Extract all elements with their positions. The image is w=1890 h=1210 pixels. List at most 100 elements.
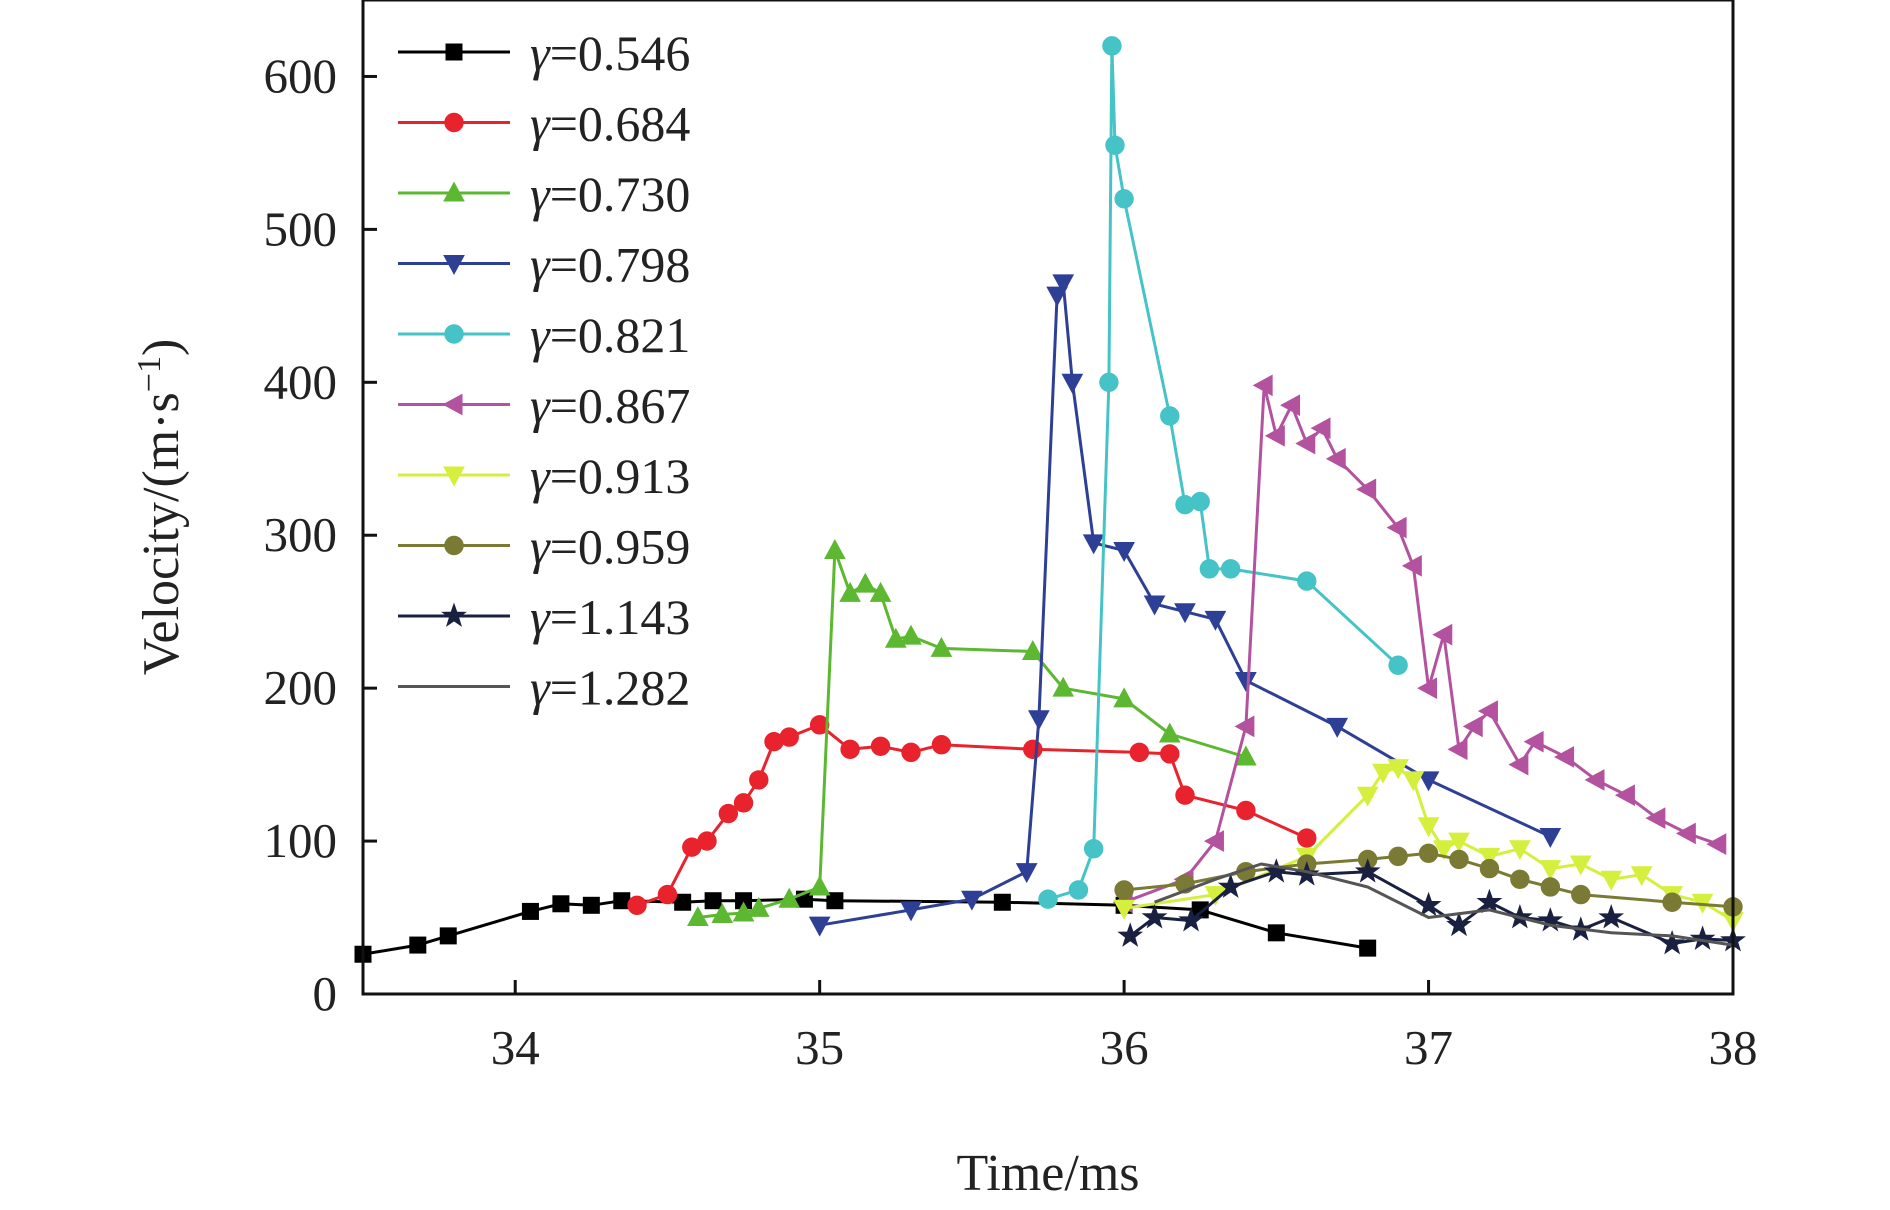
circle-marker <box>840 739 860 760</box>
triangle-left-marker <box>1203 830 1224 852</box>
y-tick-label: 200 <box>264 660 338 715</box>
triangle-down-marker <box>1028 710 1050 731</box>
circle-marker <box>1662 892 1682 912</box>
triangle-left-marker <box>1432 623 1453 646</box>
legend-entry: γ=0.821 <box>398 307 690 363</box>
series-layer <box>354 36 1746 963</box>
x-tick-label: 36 <box>1100 1020 1149 1075</box>
triangle-up-marker <box>1113 687 1135 708</box>
square-marker <box>1359 939 1377 957</box>
legend-value: =1.143 <box>550 589 691 645</box>
triangle-left-marker <box>1356 478 1377 501</box>
legend-value: =0.684 <box>550 96 691 152</box>
triangle-left-marker <box>1675 822 1696 845</box>
circle-marker <box>1114 189 1134 209</box>
circle-marker <box>870 736 891 756</box>
legend-value: =1.282 <box>550 660 691 716</box>
circle-marker <box>1199 559 1220 579</box>
y-axis-title-suffix: ) <box>133 339 190 356</box>
circle-marker <box>749 770 769 790</box>
triangle-down-marker <box>1539 827 1562 848</box>
triangle-up-marker <box>687 906 709 927</box>
y-axis-title-main: Velocity/(m·s <box>133 392 190 675</box>
legend-label: γ=0.913 <box>530 448 690 504</box>
triangle-left-marker <box>1462 715 1483 738</box>
star-marker <box>1446 911 1472 937</box>
legend-label: γ=0.546 <box>530 25 690 81</box>
triangle-left-marker <box>1508 753 1529 776</box>
triangle-down-marker <box>1061 373 1084 394</box>
legend-value: =0.959 <box>550 519 691 575</box>
triangle-left-marker <box>1554 746 1575 768</box>
circle-marker <box>444 535 464 556</box>
square-marker <box>521 902 539 920</box>
legend-label: γ=0.684 <box>530 96 690 152</box>
circle-marker <box>1571 884 1591 905</box>
triangle-up-marker <box>1021 640 1044 660</box>
legend-label: γ=1.282 <box>530 660 690 716</box>
y-tick-label: 100 <box>264 813 338 868</box>
triangle-down-marker <box>1509 840 1531 861</box>
series-γ=0.867 <box>1112 374 1727 914</box>
triangle-left-marker <box>1417 677 1438 699</box>
x-tick-label: 35 <box>795 1020 844 1075</box>
legend-value: =0.867 <box>550 378 691 434</box>
triangle-up-marker <box>747 896 770 917</box>
circle-marker <box>1449 849 1469 870</box>
series-line <box>1047 44 1400 901</box>
square-marker <box>552 895 570 913</box>
legend-entry: γ=0.867 <box>398 378 690 434</box>
triangle-down-marker <box>1372 763 1394 784</box>
legend-gamma: γ <box>530 25 551 81</box>
square-marker <box>445 43 463 61</box>
y-tick-label: 500 <box>264 201 338 256</box>
triangle-up-marker <box>1158 722 1181 743</box>
x-tick-label: 34 <box>491 1020 540 1075</box>
triangle-left-marker <box>1234 715 1255 738</box>
square-marker <box>704 892 722 910</box>
legend-label: γ=0.798 <box>530 237 690 293</box>
circle-marker <box>1297 571 1317 591</box>
circle-marker <box>1083 839 1104 859</box>
y-axis-title: Velocity/(m·s−1) <box>131 339 191 676</box>
triangle-up-marker <box>884 627 907 648</box>
legend-gamma: γ <box>530 519 551 575</box>
triangle-down-marker <box>1174 603 1196 624</box>
legend-gamma: γ <box>530 660 551 716</box>
triangle-left-marker <box>1280 394 1301 417</box>
triangle-up-marker <box>900 624 922 645</box>
triangle-left-marker <box>1252 374 1273 397</box>
triangle-left-marker <box>1477 700 1498 722</box>
legend-gamma: γ <box>530 307 551 363</box>
triangle-left-marker <box>1325 447 1346 470</box>
square-marker <box>582 896 600 914</box>
triangle-down-marker <box>1448 832 1470 853</box>
legend-gamma: γ <box>530 378 551 434</box>
triangle-left-marker <box>1295 432 1316 455</box>
triangle-left-marker <box>1523 730 1544 753</box>
triangle-down-marker <box>1326 717 1349 738</box>
circle-marker <box>1236 800 1256 821</box>
legend-label: γ=0.730 <box>530 166 690 222</box>
series-line <box>1123 383 1719 904</box>
circle-marker <box>1297 828 1317 848</box>
triangle-up-marker <box>443 181 465 202</box>
triangle-down-marker <box>1417 771 1440 792</box>
triangle-down-marker <box>1113 899 1135 920</box>
square-marker <box>993 893 1011 911</box>
circle-marker <box>779 727 799 747</box>
circle-marker <box>627 895 647 916</box>
x-tick-label: 37 <box>1404 1020 1453 1075</box>
y-axis-title-superscript: −1 <box>131 356 168 392</box>
circle-marker <box>1540 877 1561 897</box>
triangle-down-marker <box>443 466 465 487</box>
circle-marker <box>697 831 717 851</box>
circle-marker <box>1510 869 1530 890</box>
star-marker <box>1178 907 1204 932</box>
circle-marker <box>1099 372 1119 393</box>
series-γ=1.282 <box>1154 862 1734 947</box>
legend-value: =0.913 <box>550 448 691 504</box>
triangle-down-marker <box>1432 840 1455 861</box>
x-axis-title: Time/ms <box>956 1145 1139 1202</box>
